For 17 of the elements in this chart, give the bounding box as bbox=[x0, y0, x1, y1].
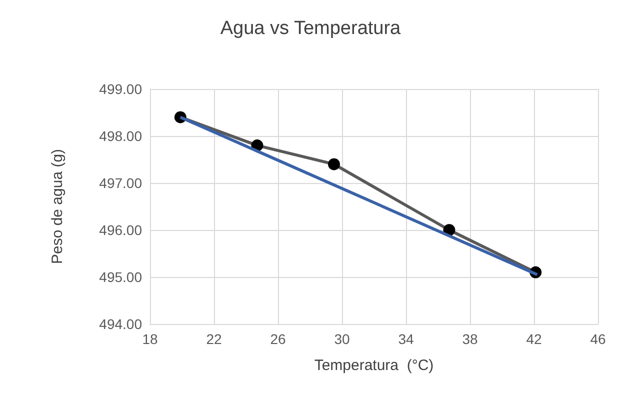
y-axis-title: Peso de agua (g) bbox=[49, 148, 66, 264]
y-tick-label: 495.00 bbox=[99, 269, 142, 285]
y-tick-label: 496.00 bbox=[99, 222, 142, 238]
x-tick-label: 22 bbox=[206, 331, 222, 347]
x-tick-label: 46 bbox=[590, 331, 606, 347]
x-tick-label: 42 bbox=[526, 331, 542, 347]
x-tick-label: 18 bbox=[142, 331, 158, 347]
y-tick-label: 494.00 bbox=[99, 316, 142, 332]
x-tick-label: 38 bbox=[462, 331, 478, 347]
x-tick-label: 34 bbox=[398, 331, 414, 347]
x-axis-title: Temperatura (°C) bbox=[314, 357, 434, 374]
x-tick-label: 26 bbox=[270, 331, 286, 347]
y-tick-label: 498.00 bbox=[99, 128, 142, 144]
x-tick-label: 30 bbox=[334, 331, 350, 347]
chart-title: Agua vs Temperatura bbox=[220, 18, 402, 39]
y-tick-label: 499.00 bbox=[99, 81, 142, 97]
y-tick-label: 497.00 bbox=[99, 175, 142, 191]
